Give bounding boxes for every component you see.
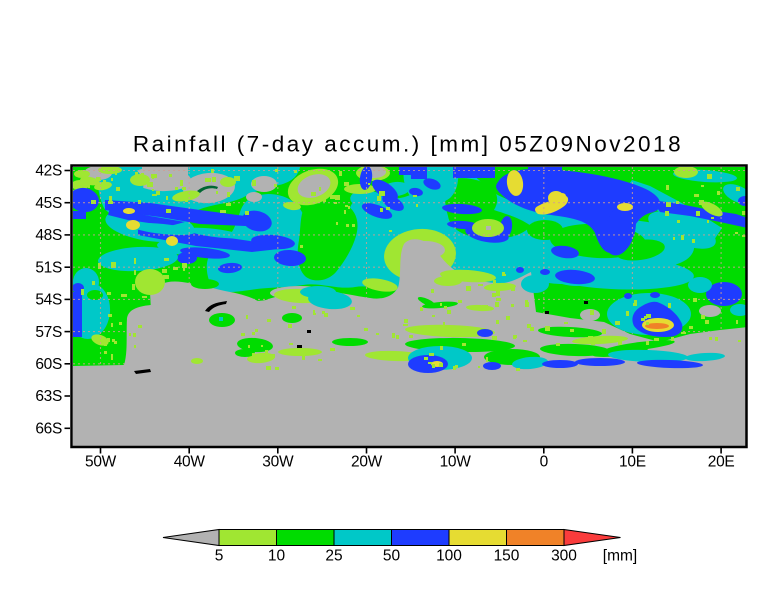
svg-text:[mm]: [mm] <box>603 548 637 565</box>
svg-text:54S: 54S <box>35 292 62 309</box>
svg-text:50: 50 <box>383 548 401 565</box>
svg-text:66S: 66S <box>35 421 62 438</box>
svg-text:5: 5 <box>215 548 224 565</box>
svg-text:40W: 40W <box>174 454 206 471</box>
svg-text:45S: 45S <box>35 195 62 212</box>
svg-text:48S: 48S <box>35 227 62 244</box>
svg-text:57S: 57S <box>35 324 62 341</box>
svg-text:300: 300 <box>551 548 577 565</box>
svg-text:10W: 10W <box>440 454 472 471</box>
svg-text:60S: 60S <box>35 356 62 373</box>
svg-text:25: 25 <box>325 548 342 565</box>
svg-text:0: 0 <box>540 454 549 471</box>
svg-text:100: 100 <box>436 548 462 565</box>
svg-text:42S: 42S <box>35 163 62 180</box>
svg-text:63S: 63S <box>35 388 62 405</box>
svg-text:50W: 50W <box>85 454 117 471</box>
svg-text:20W: 20W <box>351 454 383 471</box>
svg-text:Rainfall (7-day accum.) [mm] 0: Rainfall (7-day accum.) [mm] 05Z09Nov201… <box>133 132 683 157</box>
svg-text:10: 10 <box>268 548 286 565</box>
svg-text:51S: 51S <box>35 259 62 276</box>
svg-text:30W: 30W <box>262 454 294 471</box>
svg-text:150: 150 <box>494 548 520 565</box>
svg-text:20E: 20E <box>708 454 735 471</box>
svg-text:10E: 10E <box>619 454 646 471</box>
